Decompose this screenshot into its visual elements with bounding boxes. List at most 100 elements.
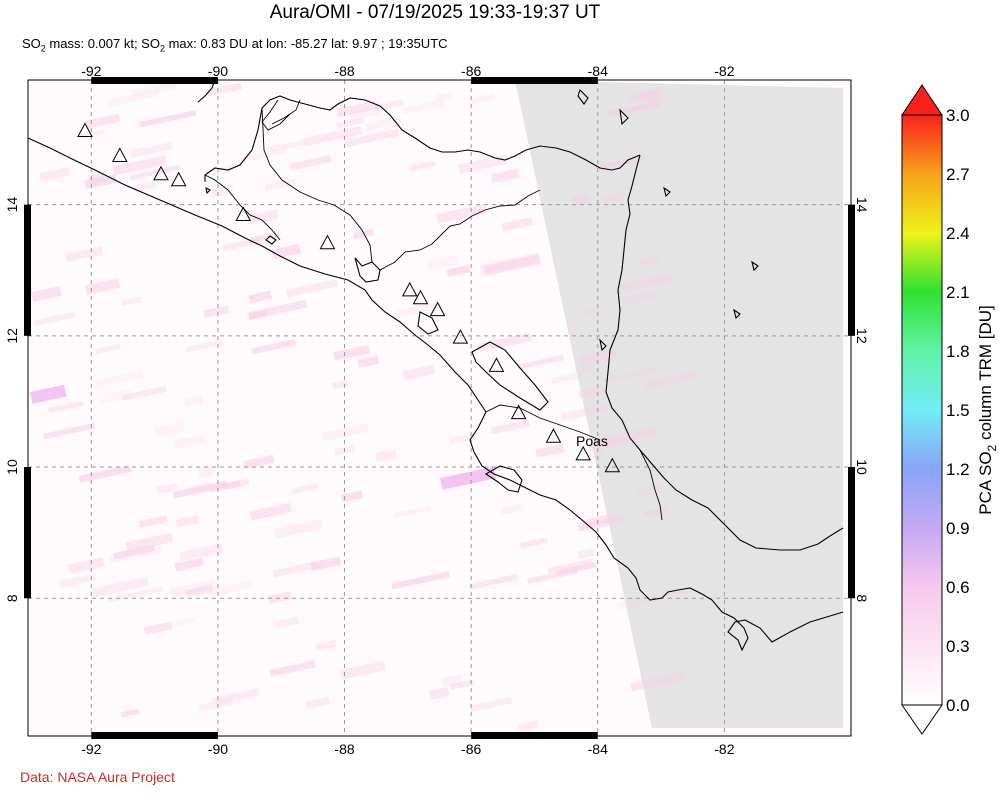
colorbar-label: 1.2: [946, 460, 970, 479]
lon-tick-label: -92: [81, 63, 101, 79]
so2-streak: [374, 448, 398, 462]
so2-streak: [65, 246, 104, 262]
so2-streak: [178, 543, 224, 562]
lat-tick-labels-left: 8 10 12 14: [4, 197, 20, 602]
colorbar-label: 0.6: [946, 578, 970, 597]
so2-streak: [94, 370, 144, 388]
so2-streak: [34, 311, 76, 326]
so2-streak: [446, 265, 471, 277]
so2-streak: [483, 254, 542, 276]
so2-streak: [97, 388, 133, 405]
so2-streak: [169, 579, 217, 598]
lon-tick-label: -86: [461, 741, 481, 757]
lon-tick-label: -84: [588, 741, 608, 757]
so2-streak: [449, 679, 474, 690]
lat-tick-label: 8: [854, 594, 870, 602]
so2-streak: [305, 696, 331, 710]
so2-streak: [211, 687, 261, 705]
so2-streak: [501, 217, 533, 232]
so2-streak: [458, 154, 508, 175]
graticule: [28, 80, 851, 736]
so2-streak: [202, 305, 230, 319]
so2-streak: [479, 252, 540, 275]
volcano-triangle: [488, 357, 505, 372]
map-frame: [27, 79, 852, 737]
so2-streak: [249, 502, 292, 521]
colorbar-label: 0.3: [946, 637, 970, 656]
so2-streak: [547, 558, 594, 574]
volcano-triangle: [575, 445, 592, 461]
so2-streak: [426, 255, 459, 271]
so2-streak: [129, 164, 181, 181]
colorbar-label: 2.7: [946, 165, 970, 184]
volcano-triangle: [170, 171, 187, 187]
lon-tick-label: -90: [208, 63, 228, 79]
so2-streak: [588, 436, 628, 452]
so2-streak: [644, 370, 699, 390]
colorbar-label: 3.0: [946, 106, 970, 125]
volcano-triangle: [545, 428, 562, 443]
so2-streak: [402, 99, 446, 115]
colorbar-label: 0.9: [946, 519, 970, 538]
so2-streaks: [29, 81, 699, 732]
volcano-triangle: [452, 329, 469, 344]
so2-streak: [222, 480, 241, 491]
so2-streak: [185, 584, 214, 598]
no-data-region: [515, 80, 843, 728]
so2-streak: [156, 482, 178, 494]
volcano-triangle: [510, 404, 527, 420]
volcano-markers: [77, 122, 621, 473]
so2-streak: [373, 99, 404, 112]
so2-streak: [622, 290, 658, 305]
so2-streak: [210, 185, 234, 198]
so2-streak: [205, 82, 242, 97]
so2-streak: [275, 616, 300, 629]
volcano-triangle: [412, 289, 429, 305]
so2-streak: [120, 708, 140, 718]
so2-streak: [289, 155, 332, 171]
so2-streak: [84, 278, 121, 295]
so2-streak: [561, 402, 613, 421]
so2-streak: [408, 160, 436, 172]
so2-streak: [88, 172, 106, 185]
so2-streak: [265, 139, 305, 153]
so2-streak: [628, 87, 664, 102]
colorbar-label: 2.1: [946, 283, 970, 302]
so2-streak: [31, 286, 62, 302]
so2-streak: [636, 89, 658, 103]
colorbar-min-arrow: [901, 704, 943, 735]
so2-streak: [291, 482, 319, 495]
so2-streak: [272, 559, 324, 578]
so2-streak: [500, 503, 523, 515]
lon-tick-label: -90: [208, 741, 228, 757]
so2-streak: [172, 616, 196, 627]
so2-streak: [247, 209, 279, 225]
so2-streak: [428, 687, 450, 700]
so2-streak: [574, 361, 595, 375]
data-credit: Data: NASA Aura Project: [20, 769, 175, 785]
so2-streak: [29, 384, 67, 404]
so2-streak: [518, 720, 540, 732]
so2-streak: [535, 443, 565, 458]
frame-bar: [24, 204, 31, 336]
so2-streak: [577, 515, 626, 532]
volcano-triangle: [111, 147, 128, 162]
frame-bar: [848, 204, 855, 336]
so2-streak: [468, 93, 496, 106]
lon-tick-label: -82: [714, 63, 734, 79]
lon-tick-labels-bottom: -92 -90 -88 -86 -84 -82: [81, 741, 735, 757]
so2-streak: [215, 688, 258, 706]
colorbar-label: 1.5: [946, 401, 970, 420]
so2-streak: [309, 556, 342, 572]
lat-tick-label: 10: [4, 459, 20, 475]
so2-streak: [519, 537, 548, 549]
so2-streak: [211, 164, 233, 176]
so2-streak: [39, 167, 70, 182]
lat-tick-label: 14: [854, 197, 870, 213]
so2-streak: [285, 279, 338, 298]
so2-streak: [267, 591, 292, 604]
so2-streak: [122, 385, 168, 401]
so2-streak: [197, 465, 215, 478]
so2-streak: [395, 301, 440, 318]
so2-streak: [91, 576, 149, 598]
